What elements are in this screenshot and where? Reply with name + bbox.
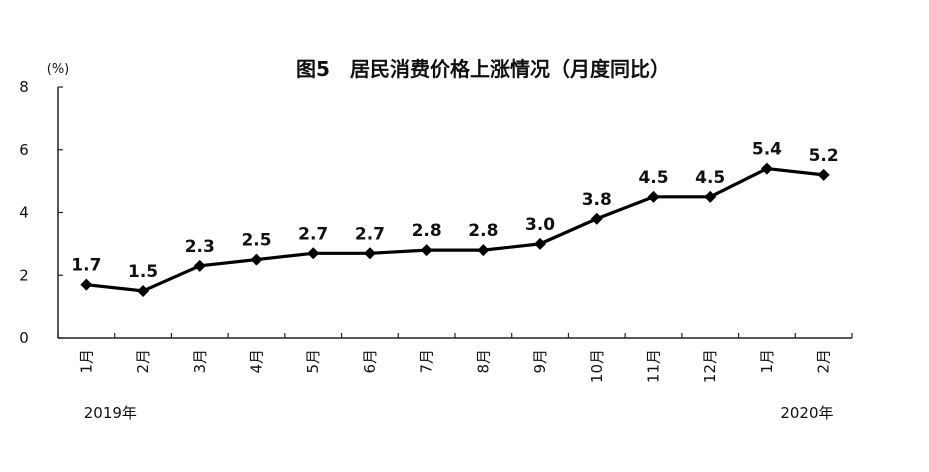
data-label: 1.5 xyxy=(128,262,158,282)
x-tick-label: 6月 xyxy=(361,349,379,374)
data-point-marker xyxy=(760,162,773,175)
data-point-marker xyxy=(137,284,150,297)
data-point-marker xyxy=(193,259,206,272)
data-label: 3.8 xyxy=(582,190,612,210)
year-label: 2019年 xyxy=(84,404,137,422)
y-axis-ticks: 0 2 4 6 8 xyxy=(19,78,63,347)
data-point-marker xyxy=(817,168,830,181)
data-point-marker xyxy=(420,244,433,257)
data-label: 2.8 xyxy=(468,221,498,241)
data-point-marker xyxy=(80,278,93,291)
data-label: 3.0 xyxy=(525,215,555,235)
data-point-marker xyxy=(307,247,320,260)
data-label: 5.2 xyxy=(809,146,839,166)
y-axis-unit-label: (%) xyxy=(47,62,70,77)
y-tick-label: 6 xyxy=(19,141,29,159)
x-tick-label: 9月 xyxy=(531,349,549,374)
data-labels-layer: 1.7 1.5 2.3 2.5 2.7 2.7 2.8 2.8 3.0 3.8 4.5 4.5 5.4 5… xyxy=(71,140,838,282)
y-tick-label: 0 xyxy=(19,329,29,347)
x-tick-label: 4月 xyxy=(248,349,266,374)
data-label: 1.7 xyxy=(71,256,101,276)
data-point-marker xyxy=(363,247,376,260)
x-tick-label: 2月 xyxy=(134,349,152,374)
x-axis-ticks: 1月 2月 3月 4月 5月 6月 7月 8月 9月 10月 11月 12月 1月 2月 xyxy=(57,333,853,383)
x-tick-label: 11月 xyxy=(645,349,663,383)
x-tick-label: 3月 xyxy=(191,349,209,374)
x-tick-label: 1月 xyxy=(77,349,95,374)
year-labels-layer: 2019年 2020年 xyxy=(84,404,834,422)
data-point-marker xyxy=(477,244,490,257)
chart-title: 图5 居民消费价格上涨情况（月度同比） xyxy=(296,57,670,81)
data-label: 4.5 xyxy=(638,168,668,188)
data-label: 4.5 xyxy=(695,168,725,188)
data-label: 2.3 xyxy=(185,237,215,257)
x-tick-label: 5月 xyxy=(304,349,322,374)
x-tick-label: 2月 xyxy=(815,349,833,374)
x-tick-label: 8月 xyxy=(474,349,492,374)
x-tick-label: 12月 xyxy=(701,349,719,383)
y-tick-label: 8 xyxy=(19,78,29,96)
data-point-marker xyxy=(250,253,263,266)
data-label: 2.8 xyxy=(412,221,442,241)
axes xyxy=(57,87,852,339)
data-label: 2.5 xyxy=(241,231,271,251)
x-tick-label: 7月 xyxy=(418,349,436,374)
series-layer xyxy=(80,162,830,297)
data-point-marker xyxy=(534,237,547,250)
data-point-marker xyxy=(704,190,717,203)
x-tick-label: 1月 xyxy=(758,349,776,374)
data-label: 5.4 xyxy=(752,140,782,160)
data-label: 2.7 xyxy=(298,224,328,244)
x-tick-label: 10月 xyxy=(588,349,606,383)
year-label: 2020年 xyxy=(780,404,833,422)
y-tick-label: 2 xyxy=(19,266,29,284)
data-point-marker xyxy=(590,212,603,225)
y-tick-label: 4 xyxy=(19,204,29,222)
series-line xyxy=(86,166,824,293)
data-point-marker xyxy=(647,190,660,203)
data-label: 2.7 xyxy=(355,224,385,244)
